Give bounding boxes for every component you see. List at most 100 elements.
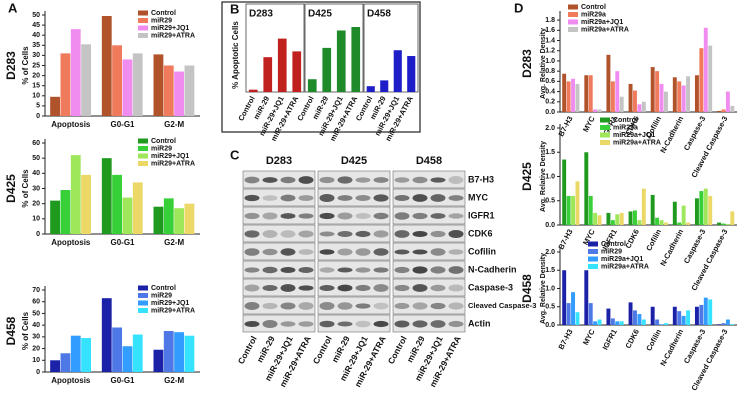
y-tick-label: 0	[36, 231, 40, 238]
bar	[597, 215, 602, 225]
blot-band	[337, 321, 353, 327]
y-tick-label: 40	[32, 170, 40, 177]
y-tick-label: 50	[32, 155, 40, 162]
y-tick-label: 50	[32, 310, 40, 317]
bar	[610, 220, 615, 225]
blot-band	[373, 212, 389, 220]
bar	[677, 222, 682, 225]
lane-label: Control	[386, 334, 409, 365]
bar	[637, 314, 642, 325]
bar	[588, 195, 593, 225]
blot-band	[448, 176, 464, 184]
bar	[132, 334, 143, 372]
blot-band	[244, 194, 260, 202]
blot-band	[448, 320, 464, 328]
bar	[263, 57, 273, 92]
blot-band	[319, 212, 335, 220]
blot-band	[337, 284, 353, 292]
blot-band	[280, 302, 296, 310]
x-tick-label: B7-H3	[556, 228, 574, 251]
blot-band	[373, 177, 389, 183]
blot-strip	[317, 260, 391, 279]
y-tick-label: 10	[32, 216, 40, 223]
bar	[174, 71, 184, 116]
blot-band	[355, 177, 371, 183]
y-tick-label: 50	[32, 12, 40, 19]
bar	[163, 198, 174, 234]
blot-band	[448, 213, 464, 219]
x-tick-label: Apoptosis	[51, 376, 91, 385]
blot-strip	[392, 170, 466, 189]
legend-swatch	[138, 293, 148, 298]
y-tick-label: 1.2	[545, 48, 555, 55]
bar	[575, 181, 580, 225]
bar	[703, 27, 708, 113]
bar	[619, 321, 624, 325]
legend-label: miR29+ATRA	[151, 32, 195, 39]
bar	[593, 109, 598, 112]
bar	[50, 200, 60, 234]
bar	[725, 224, 730, 225]
blot-band	[244, 212, 260, 220]
legend-label: miR29a	[581, 11, 606, 18]
blot-band	[244, 176, 260, 184]
legend-swatch	[138, 18, 148, 23]
bar	[50, 360, 60, 372]
blot-band	[262, 284, 278, 292]
y-tick-label: 25	[32, 62, 40, 69]
blot-band	[337, 230, 353, 238]
bar	[562, 159, 567, 225]
legend-swatch	[588, 256, 598, 262]
x-tick-label: Caspase-3	[682, 328, 708, 365]
blot-band	[355, 267, 371, 273]
protein-label: Caspase-3	[468, 282, 513, 292]
bar	[641, 101, 646, 112]
blot-band	[319, 320, 335, 328]
protein-label: Actin	[468, 318, 491, 328]
blot-band	[337, 302, 353, 310]
blot-strip	[242, 314, 316, 333]
x-tick-label: Caspase-3	[682, 115, 708, 152]
bar	[112, 174, 122, 234]
bar	[708, 195, 713, 225]
bar	[730, 211, 735, 225]
y-tick-label: 1.0	[545, 285, 555, 292]
blot-strip	[317, 278, 391, 297]
bar	[681, 85, 686, 112]
bar	[70, 155, 81, 234]
legend-label: miR29	[151, 145, 172, 152]
legend-label: miR29a+JQ1	[613, 132, 655, 139]
protein-label: B7-H3	[468, 174, 494, 184]
blot-band	[412, 212, 428, 220]
bar	[606, 308, 611, 325]
legend-swatch	[138, 285, 148, 291]
x-tick-label: CDK6	[623, 228, 641, 250]
x-tick-label: G0-G1	[110, 376, 135, 385]
x-tick-label: G0-G1	[110, 238, 135, 247]
blot-band	[319, 285, 335, 291]
legend-swatch	[568, 27, 578, 32]
bar	[571, 195, 575, 225]
legend-swatch	[588, 249, 598, 254]
chart-title: D458	[4, 316, 18, 345]
panel-label: B	[230, 1, 239, 16]
bar	[575, 312, 580, 325]
y-tick-label: 35	[32, 42, 40, 49]
blot-band	[448, 195, 464, 201]
bar	[60, 190, 71, 234]
cell-line-label: D458	[416, 155, 442, 167]
blot-band	[355, 195, 371, 201]
blot-band	[337, 248, 353, 256]
legend-swatch	[568, 19, 578, 25]
y-tick-label: 0	[36, 113, 40, 120]
legend-swatch	[138, 10, 148, 16]
y-tick-label: 1.5	[545, 149, 555, 156]
blot-band	[280, 321, 296, 327]
y-tick-label: 0.5	[545, 304, 555, 311]
y-axis-label: % of Cells	[21, 169, 30, 208]
bar	[633, 210, 637, 225]
legend-swatch	[138, 138, 148, 144]
bar	[703, 188, 708, 225]
bar	[628, 83, 633, 112]
y-tick-label: 60	[32, 140, 40, 147]
